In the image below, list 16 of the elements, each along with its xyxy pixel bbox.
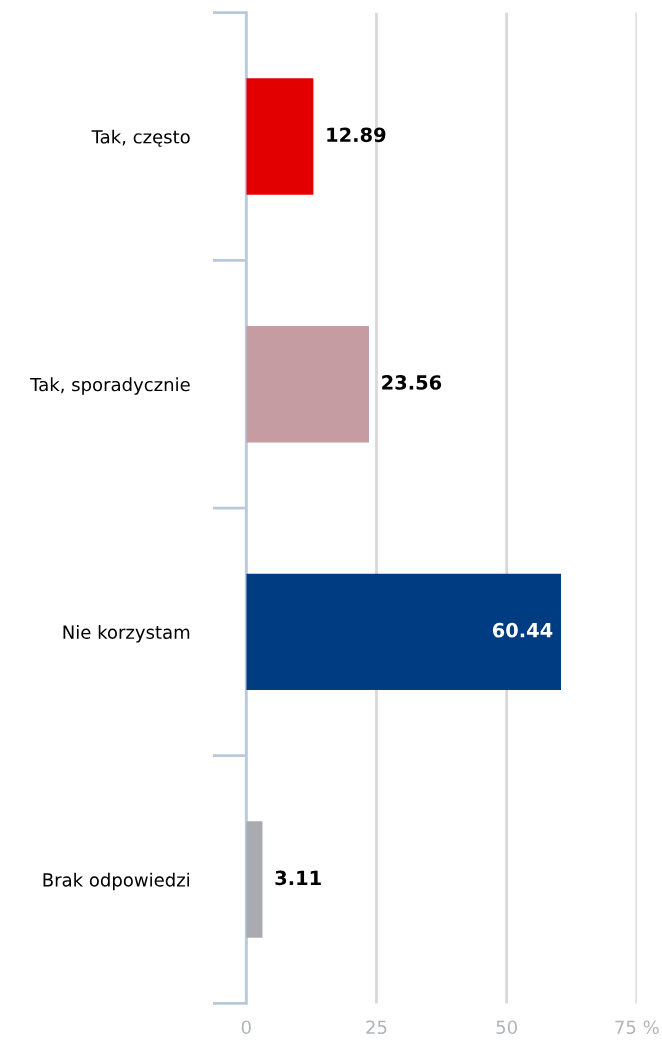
y-tick-label: Nie korzystam — [63, 625, 190, 643]
bar — [246, 78, 314, 195]
y-tick-label: Brak odpowiedzi — [43, 872, 190, 891]
bar — [246, 325, 369, 443]
data-label: 23.56 — [382, 375, 442, 390]
bar — [246, 821, 263, 938]
y-tick-label: Tak, sporadycznie — [30, 377, 190, 395]
x-tick-label: 75 % — [615, 1020, 659, 1035]
y-tick-label: Tak, często — [91, 129, 190, 147]
x-tick-label: 25 — [366, 1020, 387, 1035]
x-tick-label: 0 — [241, 1020, 251, 1035]
data-label: 60.44 — [492, 622, 553, 638]
data-label: 12.89 — [327, 127, 386, 143]
x-tick-label: 50 — [496, 1020, 517, 1035]
data-label: 3.11 — [275, 870, 321, 886]
bar — [246, 573, 562, 691]
